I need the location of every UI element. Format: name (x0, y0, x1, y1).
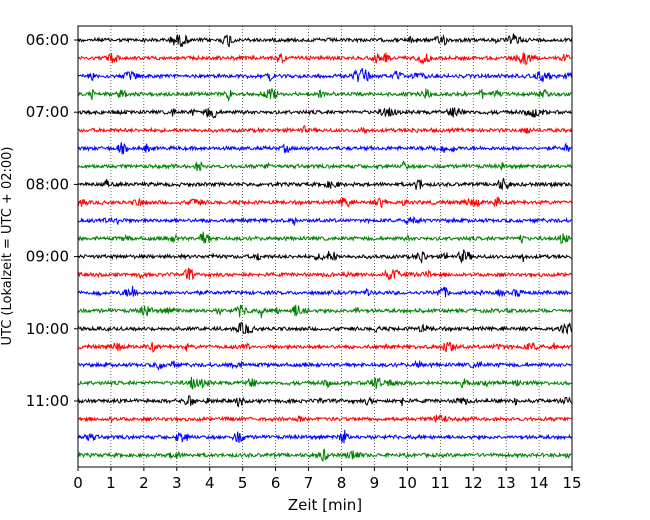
trace-1115 (77, 414, 572, 424)
trace-0800 (77, 178, 572, 191)
trace-0815 (77, 196, 572, 209)
trace-1130 (77, 429, 572, 444)
plot-frame (77, 25, 573, 468)
trace-0930 (77, 286, 572, 298)
trace-1145 (77, 448, 572, 462)
x-tick-label: 11 (431, 474, 450, 492)
y-tick-label: 11:00 (26, 392, 69, 410)
x-tick-label: 1 (106, 474, 116, 492)
x-tick-label: 13 (497, 474, 516, 492)
trace-0600 (77, 33, 572, 48)
x-tick-label: 7 (304, 474, 314, 492)
x-tick-label: 5 (238, 474, 248, 492)
trace-0915 (77, 267, 572, 281)
trace-0630 (77, 67, 572, 83)
x-tick-label: 6 (271, 474, 281, 492)
trace-0845 (77, 231, 572, 245)
x-tick-label: 14 (530, 474, 549, 492)
trace-0730 (77, 142, 572, 155)
x-tick-label: 3 (172, 474, 182, 492)
y-axis-label: UTC (Lokalzeit = UTC + 02:00) (0, 147, 15, 346)
trace-0645 (77, 88, 572, 103)
trace-1100 (77, 395, 572, 408)
x-tick-label: 0 (73, 474, 83, 492)
trace-1045 (77, 376, 572, 390)
trace-1030 (77, 359, 572, 371)
trace-1015 (77, 341, 572, 353)
x-tick-label: 8 (337, 474, 347, 492)
y-tick-label: 07:00 (26, 103, 69, 121)
y-tick-label: 06:00 (26, 31, 69, 49)
y-tick-label: 10:00 (26, 320, 69, 338)
x-tick-label: 12 (464, 474, 483, 492)
trace-0700 (77, 107, 572, 119)
trace-0745 (77, 160, 572, 172)
y-tick-label: 09:00 (26, 248, 69, 266)
trace-0715 (77, 125, 572, 135)
x-tick-label: 10 (398, 474, 417, 492)
y-axis-ticks: 06:00 07:00 08:00 09:00 10:00 11:00 (26, 31, 78, 410)
trace-1000 (77, 322, 572, 336)
trace-0830 (77, 215, 572, 226)
x-tick-label: 9 (370, 474, 380, 492)
traces (77, 33, 572, 462)
x-axis-label: Zeit [min] (288, 496, 362, 514)
trace-0615 (77, 52, 572, 66)
x-tick-label: 2 (139, 474, 149, 492)
trace-0945 (77, 304, 572, 319)
y-tick-label: 08:00 (26, 175, 69, 193)
x-axis-ticks: 0 1 2 3 4 5 6 7 8 9 10 11 12 13 14 15 (73, 467, 582, 492)
x-tick-label: 15 (562, 474, 581, 492)
x-tick-label: 4 (205, 474, 215, 492)
trace-0900 (77, 249, 572, 264)
